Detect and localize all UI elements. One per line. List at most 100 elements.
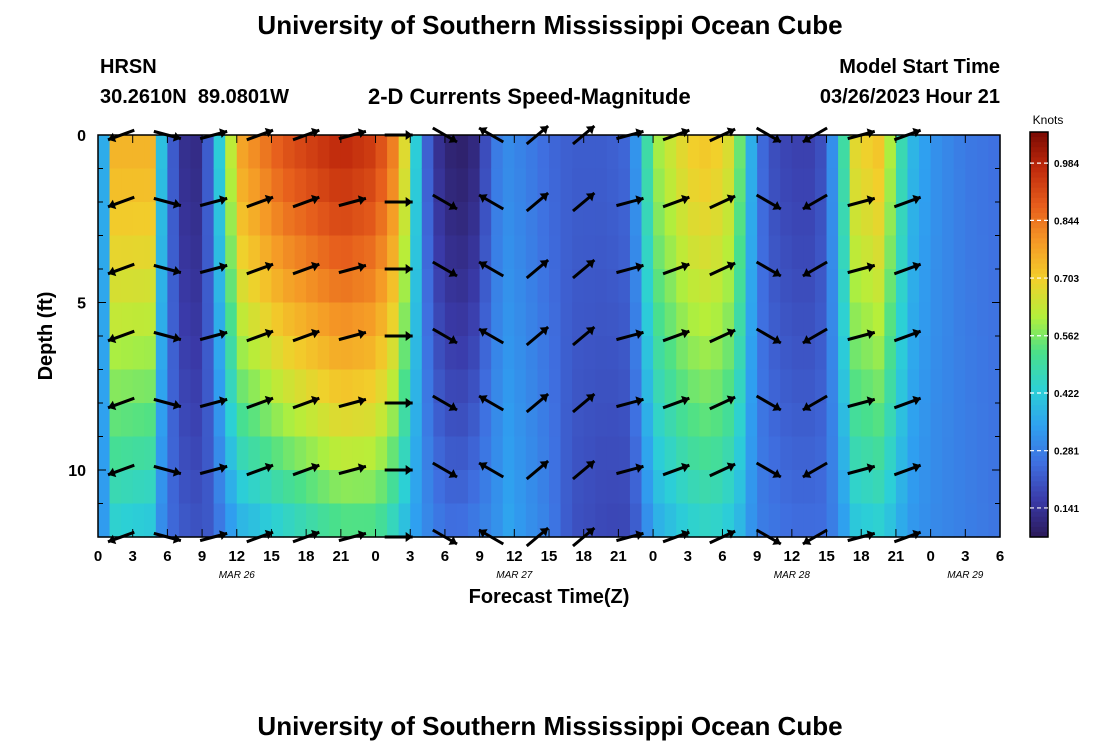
heatmap-cell bbox=[294, 168, 307, 203]
current-vector bbox=[153, 397, 182, 410]
heatmap-cell bbox=[988, 235, 1001, 270]
heatmap-cell bbox=[595, 503, 608, 538]
current-vector bbox=[802, 461, 828, 479]
heatmap-cell bbox=[965, 269, 978, 304]
heatmap-cell bbox=[213, 202, 226, 237]
heatmap-cell bbox=[132, 436, 145, 471]
heatmap-cell bbox=[814, 436, 828, 471]
heatmap-cell bbox=[109, 302, 122, 337]
current-vector bbox=[338, 329, 367, 342]
current-vector bbox=[525, 392, 550, 414]
heatmap-cell bbox=[664, 369, 677, 404]
heatmap-cell bbox=[155, 503, 168, 538]
heatmap-cell bbox=[942, 503, 955, 538]
heatmap-cell bbox=[768, 235, 781, 270]
heatmap-cell bbox=[444, 470, 458, 505]
heatmap-cell bbox=[826, 168, 839, 203]
heatmap-cell bbox=[433, 168, 446, 203]
heatmap-cell bbox=[953, 369, 966, 404]
heatmap-cell bbox=[132, 302, 145, 337]
heatmap-cell bbox=[317, 202, 330, 237]
current-vector bbox=[246, 261, 274, 276]
heatmap-cell bbox=[606, 470, 619, 505]
heatmap-cell bbox=[468, 503, 481, 538]
y-tick-label: 5 bbox=[77, 296, 86, 313]
heatmap-cell bbox=[895, 403, 909, 438]
heatmap-cell bbox=[606, 369, 619, 404]
current-vector bbox=[246, 395, 274, 410]
heatmap-cell bbox=[132, 336, 145, 371]
heatmap-cell bbox=[803, 436, 816, 471]
heatmap-cell bbox=[132, 202, 145, 237]
heatmap-cell bbox=[491, 135, 504, 170]
heatmap-cell bbox=[965, 302, 978, 337]
heatmap-cell bbox=[491, 503, 504, 538]
heatmap-cell bbox=[375, 202, 388, 237]
heatmap-cell bbox=[953, 436, 966, 471]
heatmap-cell bbox=[745, 135, 758, 170]
heatmap-cell bbox=[641, 235, 654, 270]
heatmap-cell bbox=[306, 503, 319, 538]
colorbar-segment bbox=[1030, 425, 1048, 432]
heatmap-cell bbox=[132, 269, 145, 304]
heatmap-cell bbox=[907, 336, 920, 371]
heatmap-cell bbox=[757, 235, 770, 270]
colorbar-segment bbox=[1030, 445, 1048, 452]
heatmap-cell bbox=[121, 135, 134, 170]
heatmap-cell bbox=[653, 336, 666, 371]
current-vector bbox=[525, 258, 550, 280]
current-vector bbox=[893, 261, 922, 276]
heatmap-cell bbox=[838, 336, 851, 371]
heatmap-cell bbox=[942, 436, 955, 471]
heatmap-cell bbox=[872, 503, 885, 538]
heatmap-cell bbox=[502, 503, 515, 538]
heatmap-cell bbox=[572, 503, 585, 538]
heatmap-cell bbox=[791, 302, 805, 337]
heatmap-cell bbox=[479, 369, 492, 404]
heatmap-cell bbox=[167, 135, 180, 170]
heatmap-cell bbox=[121, 436, 134, 471]
current-vector bbox=[478, 193, 505, 211]
heatmap-cell bbox=[178, 269, 192, 304]
heatmap-cell bbox=[907, 503, 920, 538]
heatmap-cell bbox=[699, 202, 712, 237]
colorbar-tick-label: 0.422 bbox=[1054, 389, 1079, 400]
heatmap-cell bbox=[502, 436, 515, 471]
heatmap-cell bbox=[213, 436, 226, 471]
heatmap-cell bbox=[363, 235, 377, 270]
heatmap-cell bbox=[814, 503, 828, 538]
heatmap-cell bbox=[838, 403, 851, 438]
heatmap-cell bbox=[433, 235, 446, 270]
heatmap-cell bbox=[98, 436, 111, 471]
heatmap-cell bbox=[202, 135, 215, 170]
heatmap-cell bbox=[791, 269, 805, 304]
heatmap-cell bbox=[236, 235, 249, 270]
heatmap-cell bbox=[283, 470, 296, 505]
heatmap-cell bbox=[190, 302, 203, 337]
current-vector bbox=[478, 394, 505, 412]
colorbar-tick-label: 0.844 bbox=[1054, 216, 1079, 227]
heatmap-cell bbox=[271, 369, 284, 404]
heatmap-cell bbox=[167, 235, 180, 270]
heatmap-cell bbox=[780, 470, 793, 505]
heatmap-cell bbox=[213, 235, 226, 270]
heatmap-cell bbox=[444, 503, 458, 538]
heatmap-cell bbox=[722, 302, 735, 337]
heatmap-cell bbox=[479, 336, 492, 371]
heatmap-cell bbox=[710, 168, 724, 203]
heatmap-cell bbox=[98, 336, 111, 371]
heatmap-cell bbox=[190, 168, 203, 203]
heatmap-cell bbox=[942, 135, 955, 170]
heatmap-cell bbox=[410, 369, 423, 404]
heatmap-cell bbox=[329, 470, 342, 505]
heatmap-cell bbox=[294, 369, 307, 404]
heatmap-cell bbox=[456, 202, 469, 237]
heatmap-cell bbox=[895, 168, 909, 203]
current-vector bbox=[616, 396, 644, 409]
heatmap-cell bbox=[202, 202, 215, 237]
heatmap-cell bbox=[410, 503, 423, 538]
heatmap-cell bbox=[178, 369, 192, 404]
heatmap-cell bbox=[410, 302, 423, 337]
heatmap-cell bbox=[340, 235, 354, 270]
heatmap-cell bbox=[976, 269, 990, 304]
